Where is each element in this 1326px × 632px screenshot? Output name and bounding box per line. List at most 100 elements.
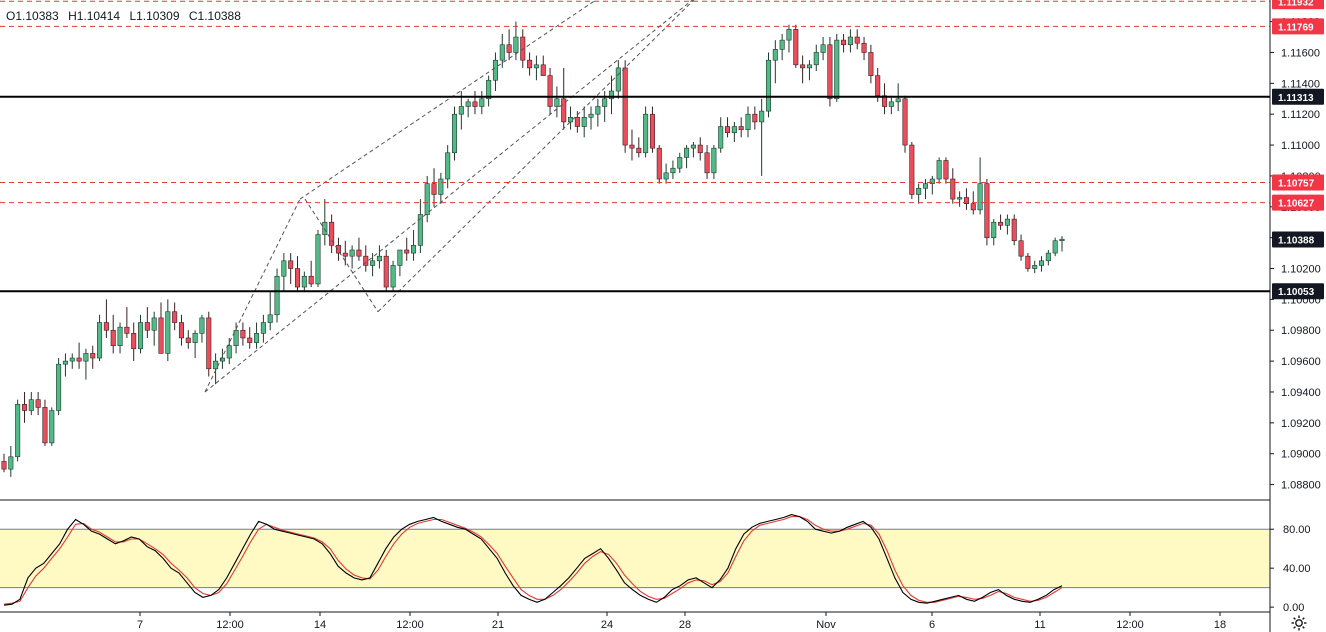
candle-body	[649, 113, 655, 149]
candle-body	[137, 322, 144, 350]
candle-body	[192, 333, 198, 343]
candle-body	[240, 329, 246, 339]
gear-icon[interactable]	[1290, 614, 1308, 632]
price-tick-label: 1.11400	[1281, 78, 1320, 90]
stoch-tick-label: 40.00	[1283, 563, 1311, 575]
candle-body	[172, 311, 178, 323]
candle-body	[1, 461, 7, 470]
time-tick-label: 12:00	[216, 619, 244, 631]
candle-body	[697, 144, 703, 154]
level-tag-1	[1272, 18, 1324, 35]
candle-body	[711, 147, 717, 174]
candle-body	[226, 345, 232, 359]
candle-body	[738, 126, 744, 130]
candle-body	[847, 36, 853, 46]
candle-body	[144, 322, 150, 331]
price-tick-label: 1.11200	[1281, 109, 1320, 121]
price-tick-label: 1.09800	[1281, 325, 1321, 337]
stoch-k-line	[3, 514, 1063, 606]
candle-body	[69, 357, 75, 362]
candle-body	[943, 160, 949, 180]
candle-body	[677, 157, 683, 169]
candle-body	[731, 126, 737, 134]
candle-body	[527, 59, 533, 69]
candle-body	[15, 404, 21, 458]
time-tick-label: Nov	[816, 619, 836, 631]
candle-body	[329, 221, 335, 246]
ohlc-high: H1.10414	[68, 9, 120, 23]
candle-body	[445, 152, 451, 180]
candle-body	[151, 317, 157, 331]
candle-body	[288, 260, 294, 269]
candle-body	[370, 260, 376, 266]
candle-body	[854, 36, 860, 44]
time-tick-label: 12:00	[1116, 619, 1144, 631]
candle-body	[479, 98, 485, 107]
candle-body	[595, 106, 601, 115]
candle-body	[103, 322, 109, 331]
candle-body	[28, 399, 34, 411]
candle-body	[424, 183, 430, 215]
stoch-tick-label: 80.00	[1283, 524, 1311, 536]
candle-body	[1045, 252, 1051, 262]
stoch-band	[0, 529, 1270, 588]
price-tick-label: 1.09600	[1281, 356, 1321, 368]
time-tick-label: 14	[314, 619, 326, 631]
price-tick-label: 1.10200	[1281, 264, 1321, 276]
level-tag-2	[1272, 88, 1324, 105]
candle-body	[977, 183, 983, 211]
candle-body	[622, 67, 628, 146]
candle-body	[725, 126, 731, 134]
level-tag-label: 1.10757	[1278, 179, 1315, 190]
candle-body	[868, 52, 874, 76]
candle-body	[335, 245, 341, 254]
price-pane	[0, 0, 1270, 477]
candle-body	[76, 357, 82, 362]
candle-body	[499, 44, 505, 61]
candle-body	[1052, 240, 1058, 254]
candle-body	[970, 203, 976, 211]
candle-body	[376, 255, 382, 262]
candle-body	[882, 95, 888, 107]
candle-body	[42, 407, 48, 444]
candle-body	[765, 59, 772, 112]
candle-body	[533, 64, 539, 69]
time-tick-label: 6	[929, 619, 935, 631]
candle-body	[895, 98, 901, 103]
candle-body	[888, 101, 894, 107]
candle-body	[950, 178, 956, 200]
candle-body	[49, 410, 55, 444]
candle-body	[267, 314, 273, 323]
level-tag-0	[1272, 0, 1324, 10]
candle-body	[219, 357, 225, 362]
candle-body	[547, 75, 553, 107]
candle-body	[83, 353, 89, 362]
candle-body	[124, 326, 130, 334]
candle-body	[506, 44, 512, 53]
ohlc-open: O1.10383	[6, 9, 59, 23]
candle-body	[793, 29, 799, 66]
candle-body	[684, 147, 690, 158]
candle-body	[110, 329, 116, 346]
level-tag-label: 1.10627	[1278, 199, 1315, 210]
candle-body	[813, 52, 819, 66]
candle-body	[834, 39, 840, 100]
candle-body	[492, 59, 498, 81]
level-tag-5	[1272, 231, 1324, 248]
candle-body	[636, 147, 642, 154]
candle-body	[1025, 255, 1031, 269]
candle-body	[417, 214, 423, 246]
level-tag-label: 1.11313	[1278, 93, 1314, 104]
candle-body	[404, 249, 410, 254]
stoch-d-line	[3, 516, 1063, 605]
ohlc-low: L1.10309	[129, 9, 179, 23]
level-tag-6	[1272, 283, 1324, 300]
candle-body	[438, 178, 444, 195]
time-tick-label: 11	[1034, 619, 1045, 631]
time-tick-label: 28	[679, 619, 691, 631]
candle-body	[574, 116, 580, 127]
candle-body	[472, 101, 478, 107]
price-axis-bg	[1271, 0, 1326, 632]
